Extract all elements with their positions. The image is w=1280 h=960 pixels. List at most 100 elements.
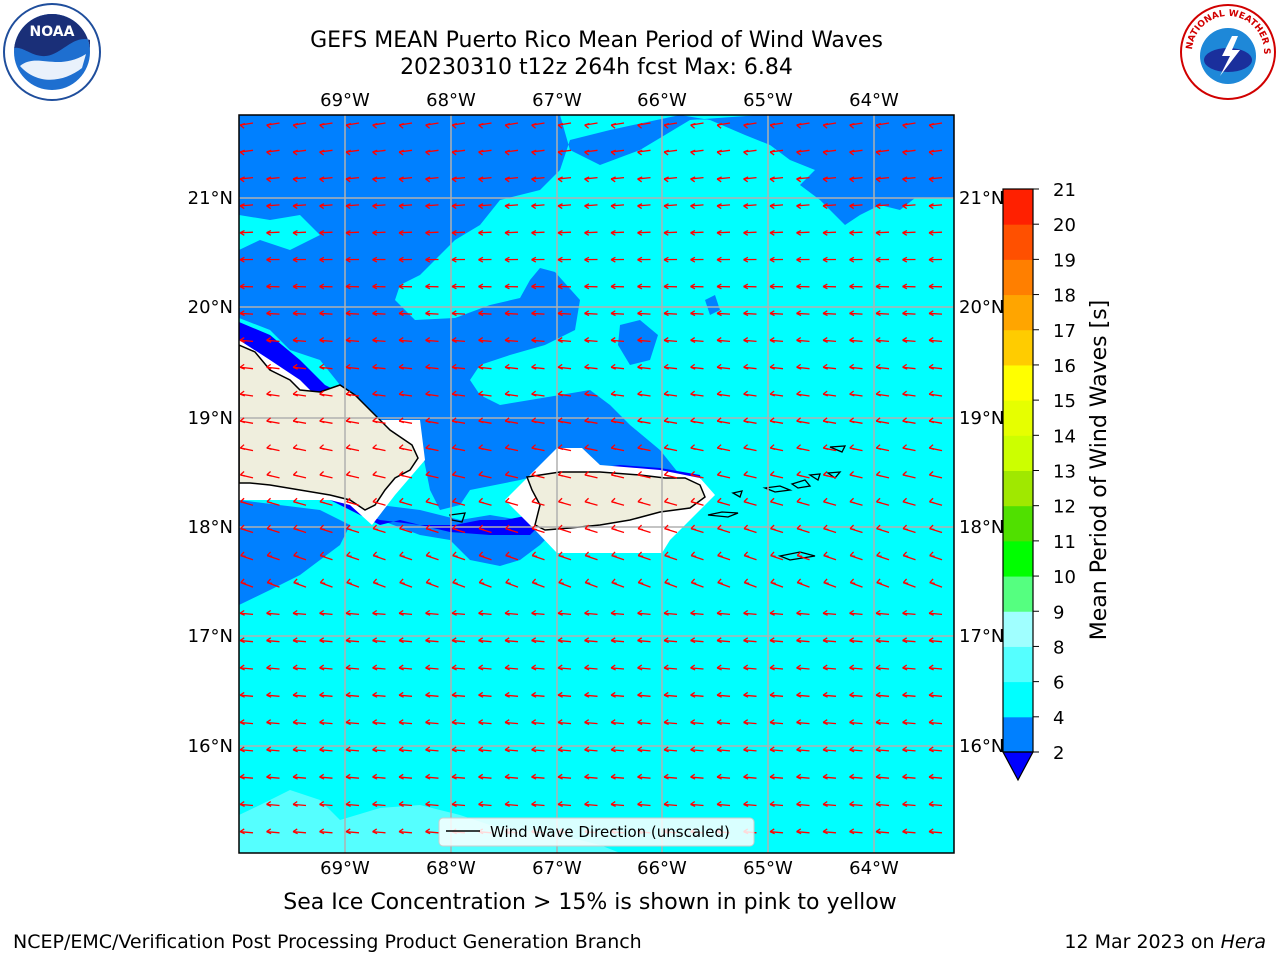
wave-arrow [584, 803, 598, 807]
wave-arrow-head [743, 176, 749, 183]
lon-label-bottom: 69°W [320, 858, 370, 879]
wave-arrow [425, 639, 439, 643]
wave-arrow [663, 667, 678, 670]
wave-arrow-head [398, 363, 404, 370]
wave-arrow [266, 831, 280, 834]
wave-arrow-head [716, 203, 722, 210]
wave-arrow [796, 749, 810, 752]
wave-arrow-head [345, 664, 351, 671]
wave-arrow [743, 312, 757, 315]
wave-arrow-head [610, 470, 617, 477]
wave-arrow [239, 231, 254, 234]
wave-arrow-head [239, 310, 245, 317]
wave-arrow-head [875, 828, 881, 835]
wave-arrow [531, 694, 545, 697]
wave-arrow-head [717, 578, 723, 585]
wave-arrow-head [928, 390, 935, 397]
wave-arrow [663, 721, 678, 725]
wave-arrow-head [610, 664, 616, 671]
wave-arrow-head [425, 637, 431, 644]
wave-arrow-head [451, 363, 457, 370]
wave-arrow [451, 312, 466, 315]
wave-arrow-head [451, 470, 458, 477]
wave-arrow [743, 612, 757, 616]
wave-arrow-head [319, 229, 325, 236]
wave-arrow-head [266, 773, 272, 780]
wave-arrow-head [425, 578, 432, 585]
wave-arrow-head [663, 390, 670, 397]
wave-arrow-head [266, 122, 272, 129]
wave-arrow-head [637, 310, 643, 317]
wave-arrow-head [345, 470, 352, 477]
colorbar-segment [1003, 224, 1033, 260]
wave-arrow-head [796, 773, 802, 780]
wave-arrow [610, 204, 625, 207]
wave-arrow-head [398, 828, 404, 835]
wave-arrow-head [425, 363, 431, 370]
wave-arrow-head [292, 203, 298, 210]
wave-arrow-head [875, 363, 881, 370]
wave-arrow [716, 612, 731, 616]
wave-arrow-head [372, 773, 378, 780]
wave-arrow-head [663, 283, 669, 290]
wave-arrow [478, 667, 492, 670]
wave-arrow-head [266, 444, 272, 451]
wave-arrow-head [902, 719, 908, 726]
wave-arrow-head [292, 256, 298, 263]
wave-arrow-head [451, 746, 457, 753]
wave-arrow [769, 339, 784, 343]
wave-arrow-head [716, 149, 723, 156]
wave-arrow-head [822, 337, 828, 343]
wave-arrow-head [823, 497, 829, 504]
wave-arrow [372, 803, 386, 807]
wave-arrow-head [266, 664, 272, 671]
wave-arrow [769, 749, 784, 752]
wave-arrow-head [239, 337, 245, 343]
wave-arrow-head [451, 149, 458, 156]
wave-arrow-head [372, 310, 378, 317]
wave-arrow-head [690, 746, 696, 753]
wave-arrow-head [796, 337, 802, 343]
wave-arrow-head [531, 497, 537, 504]
colorbar-segment [1003, 400, 1033, 436]
wave-arrow-head [875, 637, 881, 644]
wave-arrow-head [663, 337, 669, 343]
wave-arrow [319, 667, 333, 670]
wave-arrow-head [319, 149, 325, 156]
wave-arrow [345, 231, 360, 234]
wave-arrow-head [239, 609, 245, 616]
wave-arrow-head [849, 497, 855, 504]
wave-arrow-head [770, 551, 776, 558]
wave-arrow [690, 312, 704, 315]
wave-arrow-head [372, 746, 378, 753]
wave-arrow-head [292, 746, 298, 753]
wave-arrow-head [478, 664, 484, 671]
wave-arrow [822, 776, 837, 779]
wave-arrow [690, 694, 704, 697]
wave-arrow-head [743, 444, 749, 451]
colorbar-tick-label: 11 [1053, 532, 1076, 553]
wave-arrow [557, 803, 572, 807]
wave-arrow [822, 204, 837, 207]
wave-arrow [372, 831, 386, 834]
wave-arrow [451, 749, 466, 752]
wave-arrow-head [822, 363, 828, 370]
wave-arrow [531, 339, 545, 343]
wave-arrow-head [637, 390, 643, 397]
wave-arrow-head [743, 363, 749, 370]
wave-arrow [822, 312, 837, 315]
wave-arrow-head [584, 122, 590, 129]
wave-arrow [398, 694, 413, 697]
footer-host: Hera [1220, 931, 1266, 953]
wave-arrow-head [822, 444, 829, 451]
wave-arrow [849, 612, 863, 616]
wave-arrow-head [902, 470, 908, 477]
wave-arrow [796, 694, 810, 697]
wave-arrow-head [319, 551, 326, 558]
lat-label-left: 21°N [188, 188, 233, 209]
wave-arrow-head [584, 746, 590, 753]
wave-arrow [902, 339, 916, 343]
wave-arrow [610, 312, 625, 315]
wave-arrow-head [345, 417, 352, 424]
wave-arrow [875, 639, 890, 643]
